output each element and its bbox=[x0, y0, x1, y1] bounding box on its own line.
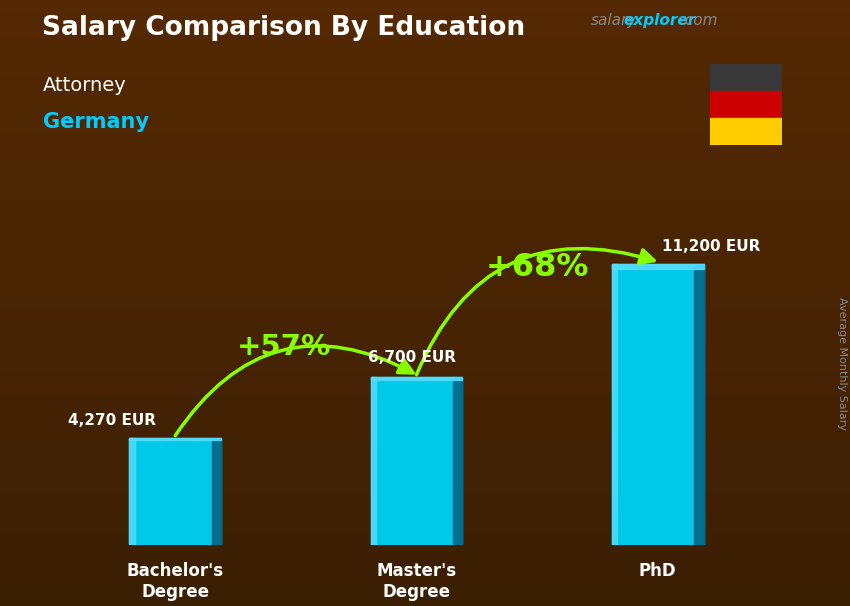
Text: 6,700 EUR: 6,700 EUR bbox=[368, 350, 456, 365]
Bar bbox=[453, 377, 462, 545]
Text: Average Monthly Salary: Average Monthly Salary bbox=[837, 297, 847, 430]
Bar bbox=[129, 438, 221, 545]
Text: +68%: +68% bbox=[485, 251, 589, 282]
Text: Attorney: Attorney bbox=[42, 76, 127, 95]
Text: salary: salary bbox=[591, 13, 637, 28]
Text: explorer: explorer bbox=[623, 13, 695, 28]
FancyArrowPatch shape bbox=[416, 248, 654, 375]
Bar bbox=[612, 264, 617, 545]
Text: +57%: +57% bbox=[236, 333, 331, 361]
Bar bbox=[710, 91, 782, 118]
Bar bbox=[612, 264, 704, 269]
Text: 11,200 EUR: 11,200 EUR bbox=[661, 239, 760, 254]
Bar bbox=[612, 264, 704, 545]
Bar bbox=[129, 438, 135, 545]
Bar bbox=[710, 64, 782, 91]
FancyArrowPatch shape bbox=[175, 346, 413, 436]
Bar bbox=[371, 377, 377, 545]
Bar bbox=[129, 438, 221, 440]
Bar bbox=[212, 438, 221, 545]
Text: .com: .com bbox=[680, 13, 717, 28]
Bar bbox=[694, 264, 704, 545]
Text: Salary Comparison By Education: Salary Comparison By Education bbox=[42, 15, 525, 41]
Bar bbox=[371, 377, 462, 380]
Text: Germany: Germany bbox=[42, 112, 149, 132]
Text: 4,270 EUR: 4,270 EUR bbox=[69, 413, 156, 428]
Bar bbox=[371, 377, 462, 545]
Bar bbox=[710, 118, 782, 145]
